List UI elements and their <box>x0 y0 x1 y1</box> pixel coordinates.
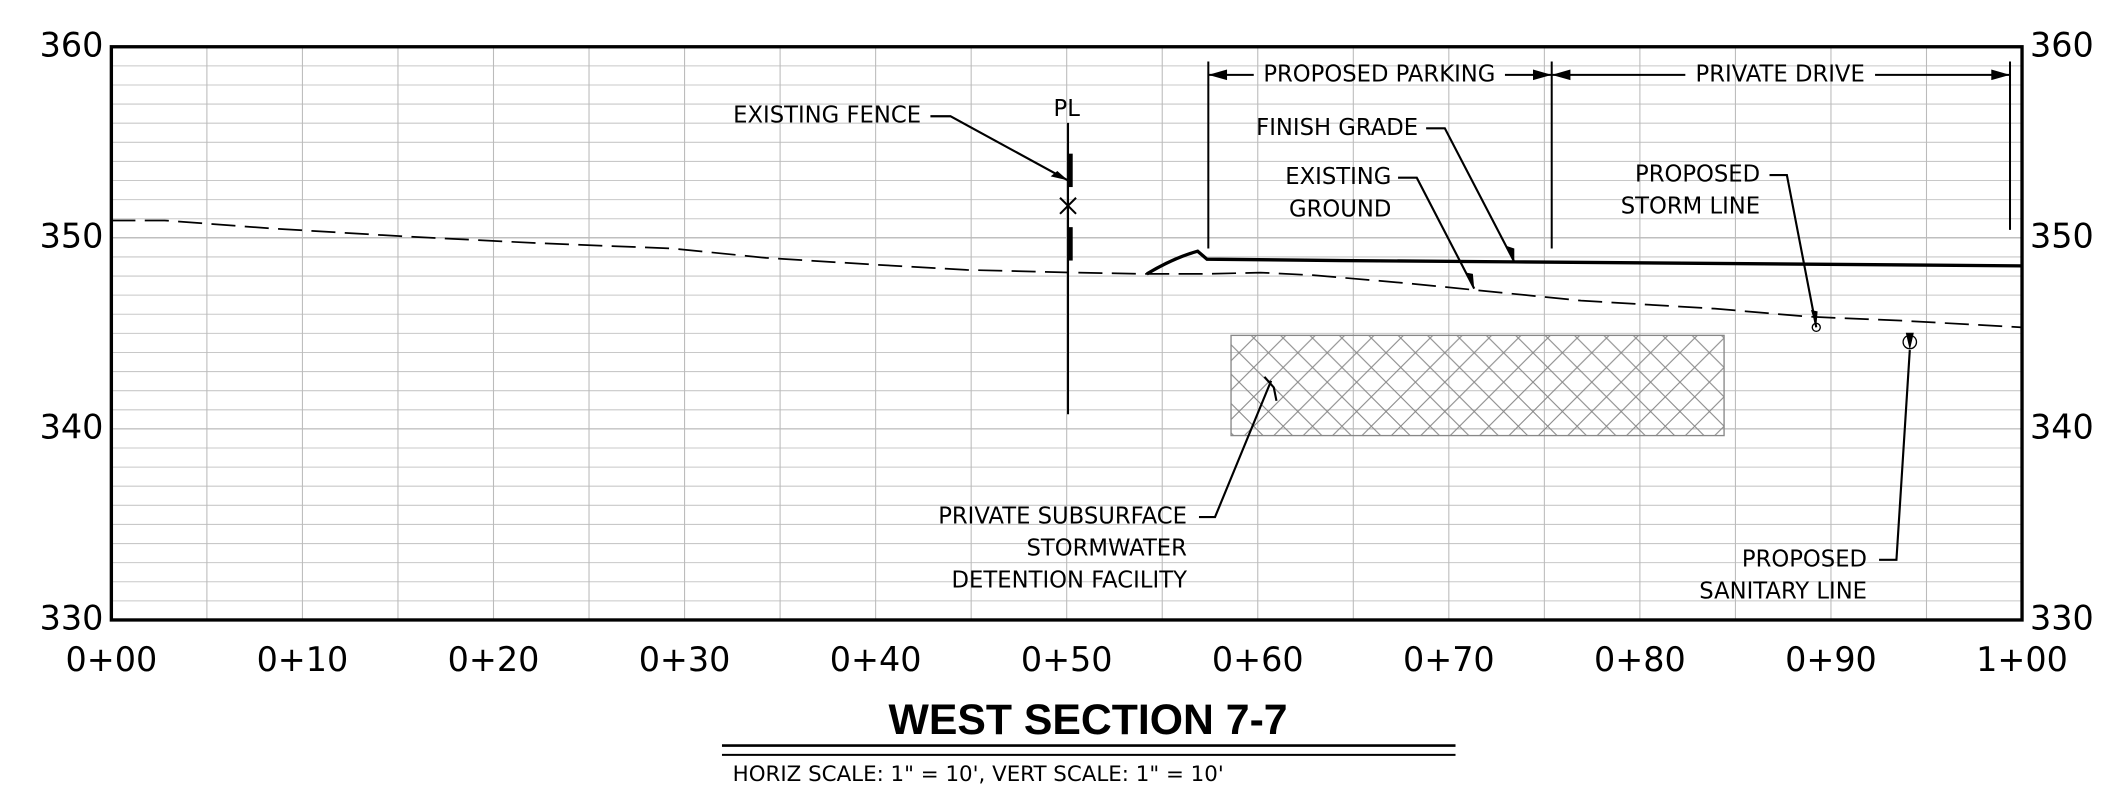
y-tick-label: 350 <box>40 216 104 255</box>
detention-label: PRIVATE SUBSURFACE <box>938 504 1187 530</box>
grid <box>111 46 2023 620</box>
title: WEST SECTION 7-7 <box>889 696 1288 744</box>
x-tick-label: 0+40 <box>830 640 922 679</box>
y-tick-label: 340 <box>2030 407 2094 446</box>
detention-label: DETENTION FACILITY <box>952 568 1188 594</box>
storm-label: STORM LINE <box>1621 194 1760 220</box>
drive-label: PRIVATE DRIVE <box>1696 61 1865 87</box>
finish-grade <box>1146 249 2023 276</box>
ground-label: EXISTING <box>1285 164 1391 190</box>
storm-label: PROPOSED <box>1635 162 1760 188</box>
leaders <box>930 115 1918 561</box>
pl-label: PL <box>1054 96 1081 122</box>
dimension-lines <box>1207 61 2012 249</box>
sanitary-label: SANITARY LINE <box>1699 578 1867 604</box>
ground-label: GROUND <box>1289 196 1391 222</box>
property-line <box>1059 122 1077 415</box>
y-tick-label: 360 <box>40 25 104 64</box>
sanitary-label: PROPOSED <box>1742 546 1867 572</box>
y-tick-label: 360 <box>2030 25 2094 64</box>
x-tick-label: 0+30 <box>639 640 731 679</box>
y-tick-label: 340 <box>40 407 104 446</box>
y-tick-label: 330 <box>40 598 104 637</box>
y-tick-label: 330 <box>2030 598 2094 637</box>
parking-label: PROPOSED PARKING <box>1263 61 1495 87</box>
x-tick-label: 1+00 <box>1976 640 2068 679</box>
x-tick-label: 0+20 <box>448 640 540 679</box>
finish-grade-label: FINISH GRADE <box>1256 115 1418 141</box>
x-tick-label: 0+00 <box>66 640 158 679</box>
frame <box>109 45 2024 622</box>
x-tick-label: 0+10 <box>257 640 349 679</box>
subtitle: HORIZ SCALE: 1" = 10', VERT SCALE: 1" = … <box>733 762 1224 787</box>
x-tick-label: 0+70 <box>1403 640 1495 679</box>
x-tick-label: 0+80 <box>1594 640 1686 679</box>
x-tick-label: 0+90 <box>1785 640 1877 679</box>
x-tick-label: 0+50 <box>1021 640 1113 679</box>
detention-label: STORMWATER <box>1026 536 1187 562</box>
fence-label: EXISTING FENCE <box>733 103 921 129</box>
x-tick-label: 0+60 <box>1212 640 1304 679</box>
detention-facility <box>1230 334 1725 437</box>
y-tick-label: 350 <box>2030 216 2094 255</box>
